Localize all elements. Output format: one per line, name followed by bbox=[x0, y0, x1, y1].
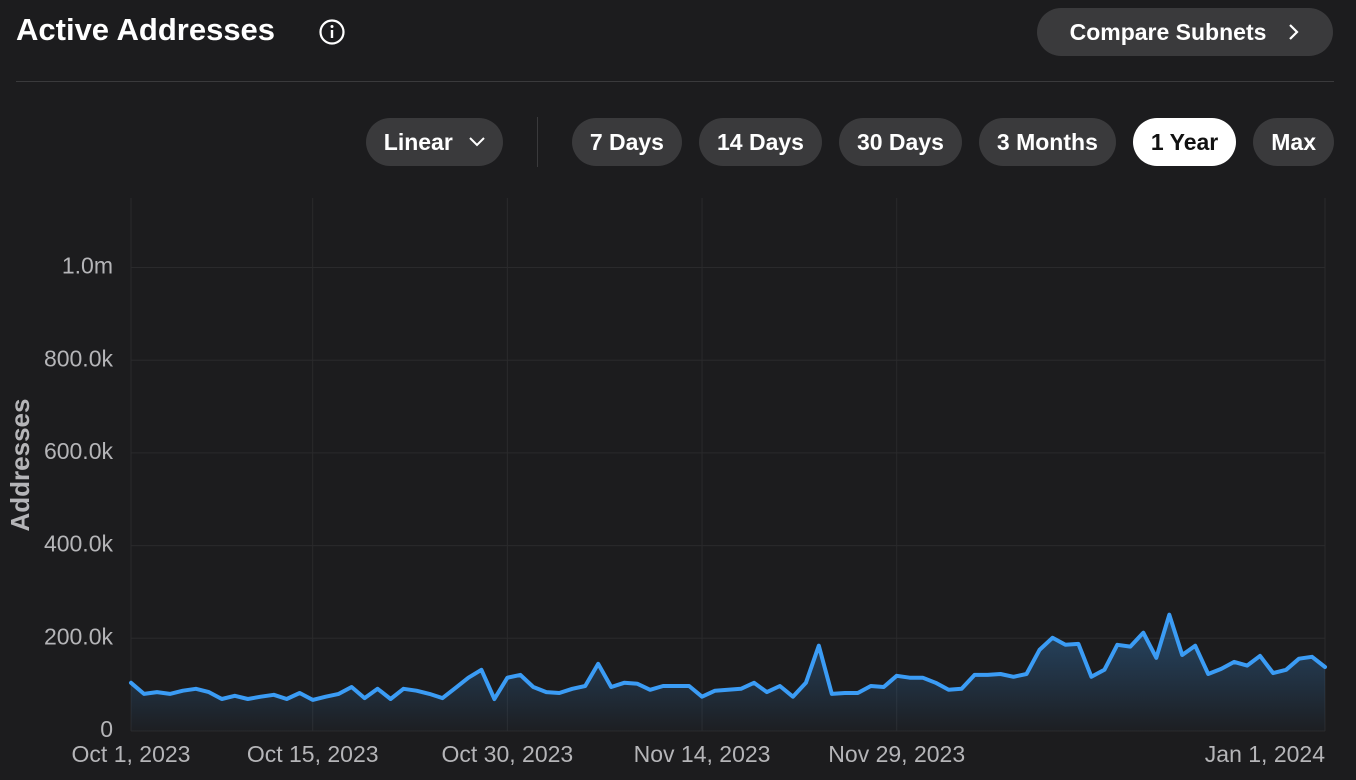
y-axis-label: Addresses bbox=[5, 399, 35, 532]
x-tick-label: Oct 30, 2023 bbox=[442, 741, 574, 767]
range-button[interactable]: 30 Days bbox=[838, 118, 962, 166]
x-tick-label: Nov 14, 2023 bbox=[634, 741, 771, 767]
scale-select[interactable]: Linear bbox=[365, 118, 503, 166]
x-tick-label: Nov 29, 2023 bbox=[828, 741, 965, 767]
x-tick-label: Oct 1, 2023 bbox=[72, 741, 191, 767]
compare-label: Compare Subnets bbox=[1069, 18, 1267, 45]
y-tick-label: 200.0k bbox=[44, 623, 114, 649]
y-tick-label: 600.0k bbox=[44, 438, 114, 464]
chevron bbox=[469, 137, 485, 147]
chevron bbox=[1289, 24, 1299, 40]
x-tick-label: Jan 1, 2024 bbox=[1205, 741, 1325, 767]
y-tick-label: 1.0m bbox=[62, 253, 113, 279]
controls: Linear 7 Days 14 Days 30 Days 3 Months 1 Yea… bbox=[365, 117, 1334, 167]
scale-label: Linear bbox=[383, 128, 453, 155]
y-tick-label: 0 bbox=[100, 716, 113, 742]
range-button[interactable]: Max bbox=[1253, 118, 1334, 166]
area bbox=[131, 614, 1325, 731]
range-button[interactable]: 14 Days bbox=[698, 118, 822, 166]
info-icon[interactable] bbox=[318, 18, 346, 46]
line bbox=[129, 612, 1327, 702]
compare-button[interactable]: Compare Subnets bbox=[1037, 8, 1333, 56]
y-tick-label: 400.0k bbox=[44, 531, 114, 557]
range-button[interactable]: 3 Months bbox=[978, 118, 1116, 166]
separator bbox=[536, 117, 538, 167]
x-tick-label: Oct 15, 2023 bbox=[247, 741, 379, 767]
range-button[interactable]: 1 Year bbox=[1132, 118, 1237, 166]
divider bbox=[16, 81, 1334, 82]
y-tick-label: 800.0k bbox=[44, 345, 114, 371]
range-button[interactable]: 7 Days bbox=[571, 118, 682, 166]
page-title: Active Addresses bbox=[16, 12, 276, 47]
